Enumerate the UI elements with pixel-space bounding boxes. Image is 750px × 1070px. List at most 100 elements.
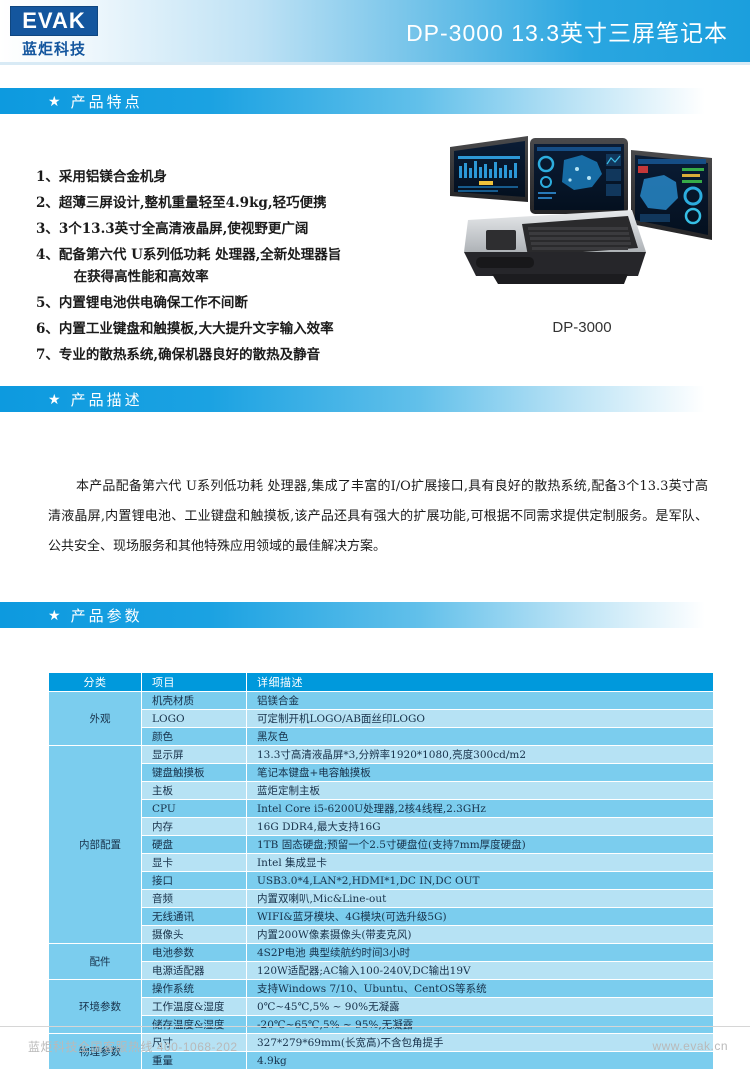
feature-item: 6、内置工业键盘和触摸板,大大提升文字输入效率 — [36, 321, 334, 337]
cell-item: 电池参数 — [141, 943, 247, 962]
cell-description: Intel 集成显卡 — [246, 853, 714, 872]
footer-hotline: 蓝炬科技全国客服热线 400-1068-202 — [28, 1039, 238, 1054]
features-section: 1、采用铝镁合金机身 2、超薄三屏设计,整机重量轻至4.9kg,轻巧便携 3、3… — [0, 114, 750, 386]
section-title-params: 产品参数 — [70, 606, 143, 625]
page-footer: 蓝炬科技全国客服热线 400-1068-202 www.evak.cn — [0, 1032, 750, 1060]
table-row: 内存 16G DDR4,最大支持16G — [49, 817, 714, 836]
header-divider — [0, 62, 750, 65]
cell-item: 硬盘 — [141, 835, 247, 854]
cell-item: 操作系统 — [141, 979, 247, 998]
product-illustration — [450, 136, 712, 284]
table-row: 环境参数 操作系统 支持Windows 7/10、Ubuntu、CentOS等系统 — [48, 979, 714, 1034]
feature-item: 2、超薄三屏设计,整机重量轻至4.9kg,轻巧便携 — [36, 195, 327, 211]
features-list: 1、采用铝镁合金机身 2、超薄三屏设计,整机重量轻至4.9kg,轻巧便携 3、3… — [36, 166, 436, 370]
cell-description: 内置双喇叭,Mic&Line-out — [246, 889, 714, 908]
section-header-features: ★ 产品特点 — [0, 88, 750, 114]
cell-item: LOGO — [141, 709, 247, 728]
table-row: 主板 蓝炬定制主板 — [49, 781, 714, 800]
table-row: 工作温度&湿度 0℃~45℃,5% ~ 90%无凝露 — [49, 997, 714, 1016]
cell-item: 内存 — [141, 817, 247, 836]
cell-description: Intel Core i5-6200U处理器,2核4线程,2.3GHz — [246, 799, 714, 818]
table-row: LOGO 可定制开机LOGO/AB面丝印LOGO — [49, 709, 714, 728]
cell-item: 显示屏 — [141, 745, 247, 764]
cell-item: 工作温度&湿度 — [141, 997, 247, 1016]
brand-logo: EVAK 蓝炬科技 — [10, 6, 106, 59]
table-row: 音频 内置双喇叭,Mic&Line-out — [49, 889, 714, 908]
section-title-features: 产品特点 — [70, 92, 143, 111]
cell-description: 4S2P电池 典型续航约时间3小时 — [246, 943, 714, 962]
table-row: 接口 USB3.0*4,LAN*2,HDMI*1,DC IN,DC OUT — [49, 871, 714, 890]
cell-item: 储存温度&湿度 — [141, 1015, 247, 1034]
page-header: EVAK 蓝炬科技 DP-3000 13.3英寸三屏笔记本 — [0, 0, 750, 62]
cell-description: 支持Windows 7/10、Ubuntu、CentOS等系统 — [246, 979, 714, 998]
cell-description: 黑灰色 — [246, 727, 714, 746]
section-header-params: ★ 产品参数 — [0, 602, 750, 628]
cell-category: 环境参数 — [48, 979, 142, 1034]
spacer-above-features — [0, 65, 750, 88]
spec-table-head: 分类 项目 详细描述 — [48, 672, 714, 692]
cell-category: 内部配置 — [48, 745, 142, 944]
cell-item: 主板 — [141, 781, 247, 800]
spec-table: 分类 项目 详细描述 外观 机壳材质 铝镁合金 LOGO 可定制开机LOGO/AB面丝印… — [48, 672, 714, 1070]
logo-chinese-name: 蓝炬科技 — [21, 41, 86, 58]
cell-description: -20℃~65℃,5% ~ 95%,无凝露 — [246, 1015, 714, 1034]
feature-item: 1、采用铝镁合金机身 — [36, 169, 167, 185]
star-icon: ★ — [48, 607, 61, 623]
product-image — [432, 124, 732, 314]
table-row: 储存温度&湿度 -20℃~65℃,5% ~ 95%,无凝露 — [49, 1015, 714, 1034]
cell-item: 键盘触摸板 — [141, 763, 247, 782]
table-row: 摄像头 内置200W像素摄像头(带麦克风) — [49, 925, 714, 944]
product-caption: DP-3000 — [552, 319, 612, 336]
cell-category: 外观 — [48, 691, 142, 746]
star-icon: ★ — [48, 391, 61, 407]
section-title-description: 产品描述 — [70, 390, 143, 409]
table-header-row: 分类 项目 详细描述 — [48, 672, 714, 692]
cell-item: 显卡 — [141, 853, 247, 872]
cell-description: 铝镁合金 — [246, 691, 714, 710]
description-section: 本产品配备第六代 U系列低功耗 处理器,集成了丰富的I/O扩展接口,具有良好的散… — [0, 412, 750, 602]
cell-item: 接口 — [141, 871, 247, 890]
cell-description: 120W适配器;AC输入100-240V,DC输出19V — [246, 961, 714, 980]
cell-description: 16G DDR4,最大支持16G — [246, 817, 714, 836]
params-section: 分类 项目 详细描述 外观 机壳材质 铝镁合金 LOGO 可定制开机LOGO/AB面丝印… — [0, 672, 750, 1070]
cell-item: 颜色 — [141, 727, 247, 746]
cell-item: 尺寸 — [141, 1033, 247, 1052]
cell-description: 笔记本键盘+电容触摸板 — [246, 763, 714, 782]
page-title: DP-3000 13.3英寸三屏笔记本 — [406, 20, 728, 46]
col-header-category: 分类 — [48, 672, 142, 692]
spec-table-body: 外观 机壳材质 铝镁合金 LOGO 可定制开机LOGO/AB面丝印LOGO 颜色 黑灰色 内部… — [48, 691, 714, 1070]
cell-category: 配件 — [48, 943, 142, 980]
feature-item: 3、3个13.3英寸全高清液晶屏,使视野更广阔 — [36, 221, 309, 237]
cell-item: 音频 — [141, 889, 247, 908]
cell-item: 无线通讯 — [141, 907, 247, 926]
table-row: 硬盘 1TB 固态硬盘;预留一个2.5寸硬盘位(支持7mm厚度硬盘) — [49, 835, 714, 854]
table-row: 显卡 Intel 集成显卡 — [49, 853, 714, 872]
cell-item: CPU — [141, 799, 247, 818]
star-icon: ★ — [48, 93, 61, 109]
cell-description: 内置200W像素摄像头(带麦克风) — [246, 925, 714, 944]
table-row: 键盘触摸板 笔记本键盘+电容触摸板 — [49, 763, 714, 782]
cell-description: 0℃~45℃,5% ~ 90%无凝露 — [246, 997, 714, 1016]
section-header-description: ★ 产品描述 — [0, 386, 750, 412]
footer-divider — [0, 1026, 750, 1027]
cell-description: 13.3寸高清液晶屏*3,分辨率1920*1080,亮度300cd/m2 — [246, 745, 714, 764]
cell-description: 蓝炬定制主板 — [246, 781, 714, 800]
table-row: 电源适配器 120W适配器;AC输入100-240V,DC输出19V — [49, 961, 714, 980]
cell-description: 可定制开机LOGO/AB面丝印LOGO — [246, 709, 714, 728]
cell-item: 机壳材质 — [141, 691, 247, 710]
col-header-item: 项目 — [141, 672, 247, 692]
cell-item: 摄像头 — [141, 925, 247, 944]
cell-description: WIFI&蓝牙模块、4G模块(可选升级5G) — [246, 907, 714, 926]
logo-wordmark: EVAK — [22, 8, 86, 33]
feature-item: 4、配备第六代 U系列低功耗 处理器,全新处理器旨 在获得高性能和高效率 — [36, 247, 342, 285]
table-row: 配件 电池参数 4S2P电池 典型续航约时间3小时 — [48, 943, 714, 980]
footer-website[interactable]: www.evak.cn — [652, 1039, 728, 1053]
cell-item: 电源适配器 — [141, 961, 247, 980]
feature-item: 7、专业的散热系统,确保机器良好的散热及静音 — [36, 347, 321, 363]
cell-description: 1TB 固态硬盘;预留一个2.5寸硬盘位(支持7mm厚度硬盘) — [246, 835, 714, 854]
logo-mark: EVAK — [10, 6, 98, 36]
table-row: 无线通讯 WIFI&蓝牙模块、4G模块(可选升级5G) — [49, 907, 714, 926]
feature-item: 5、内置锂电池供电确保工作不间断 — [36, 295, 248, 311]
description-text: 本产品配备第六代 U系列低功耗 处理器,集成了丰富的I/O扩展接口,具有良好的散… — [48, 479, 708, 554]
table-row: 颜色 黑灰色 — [49, 727, 714, 746]
